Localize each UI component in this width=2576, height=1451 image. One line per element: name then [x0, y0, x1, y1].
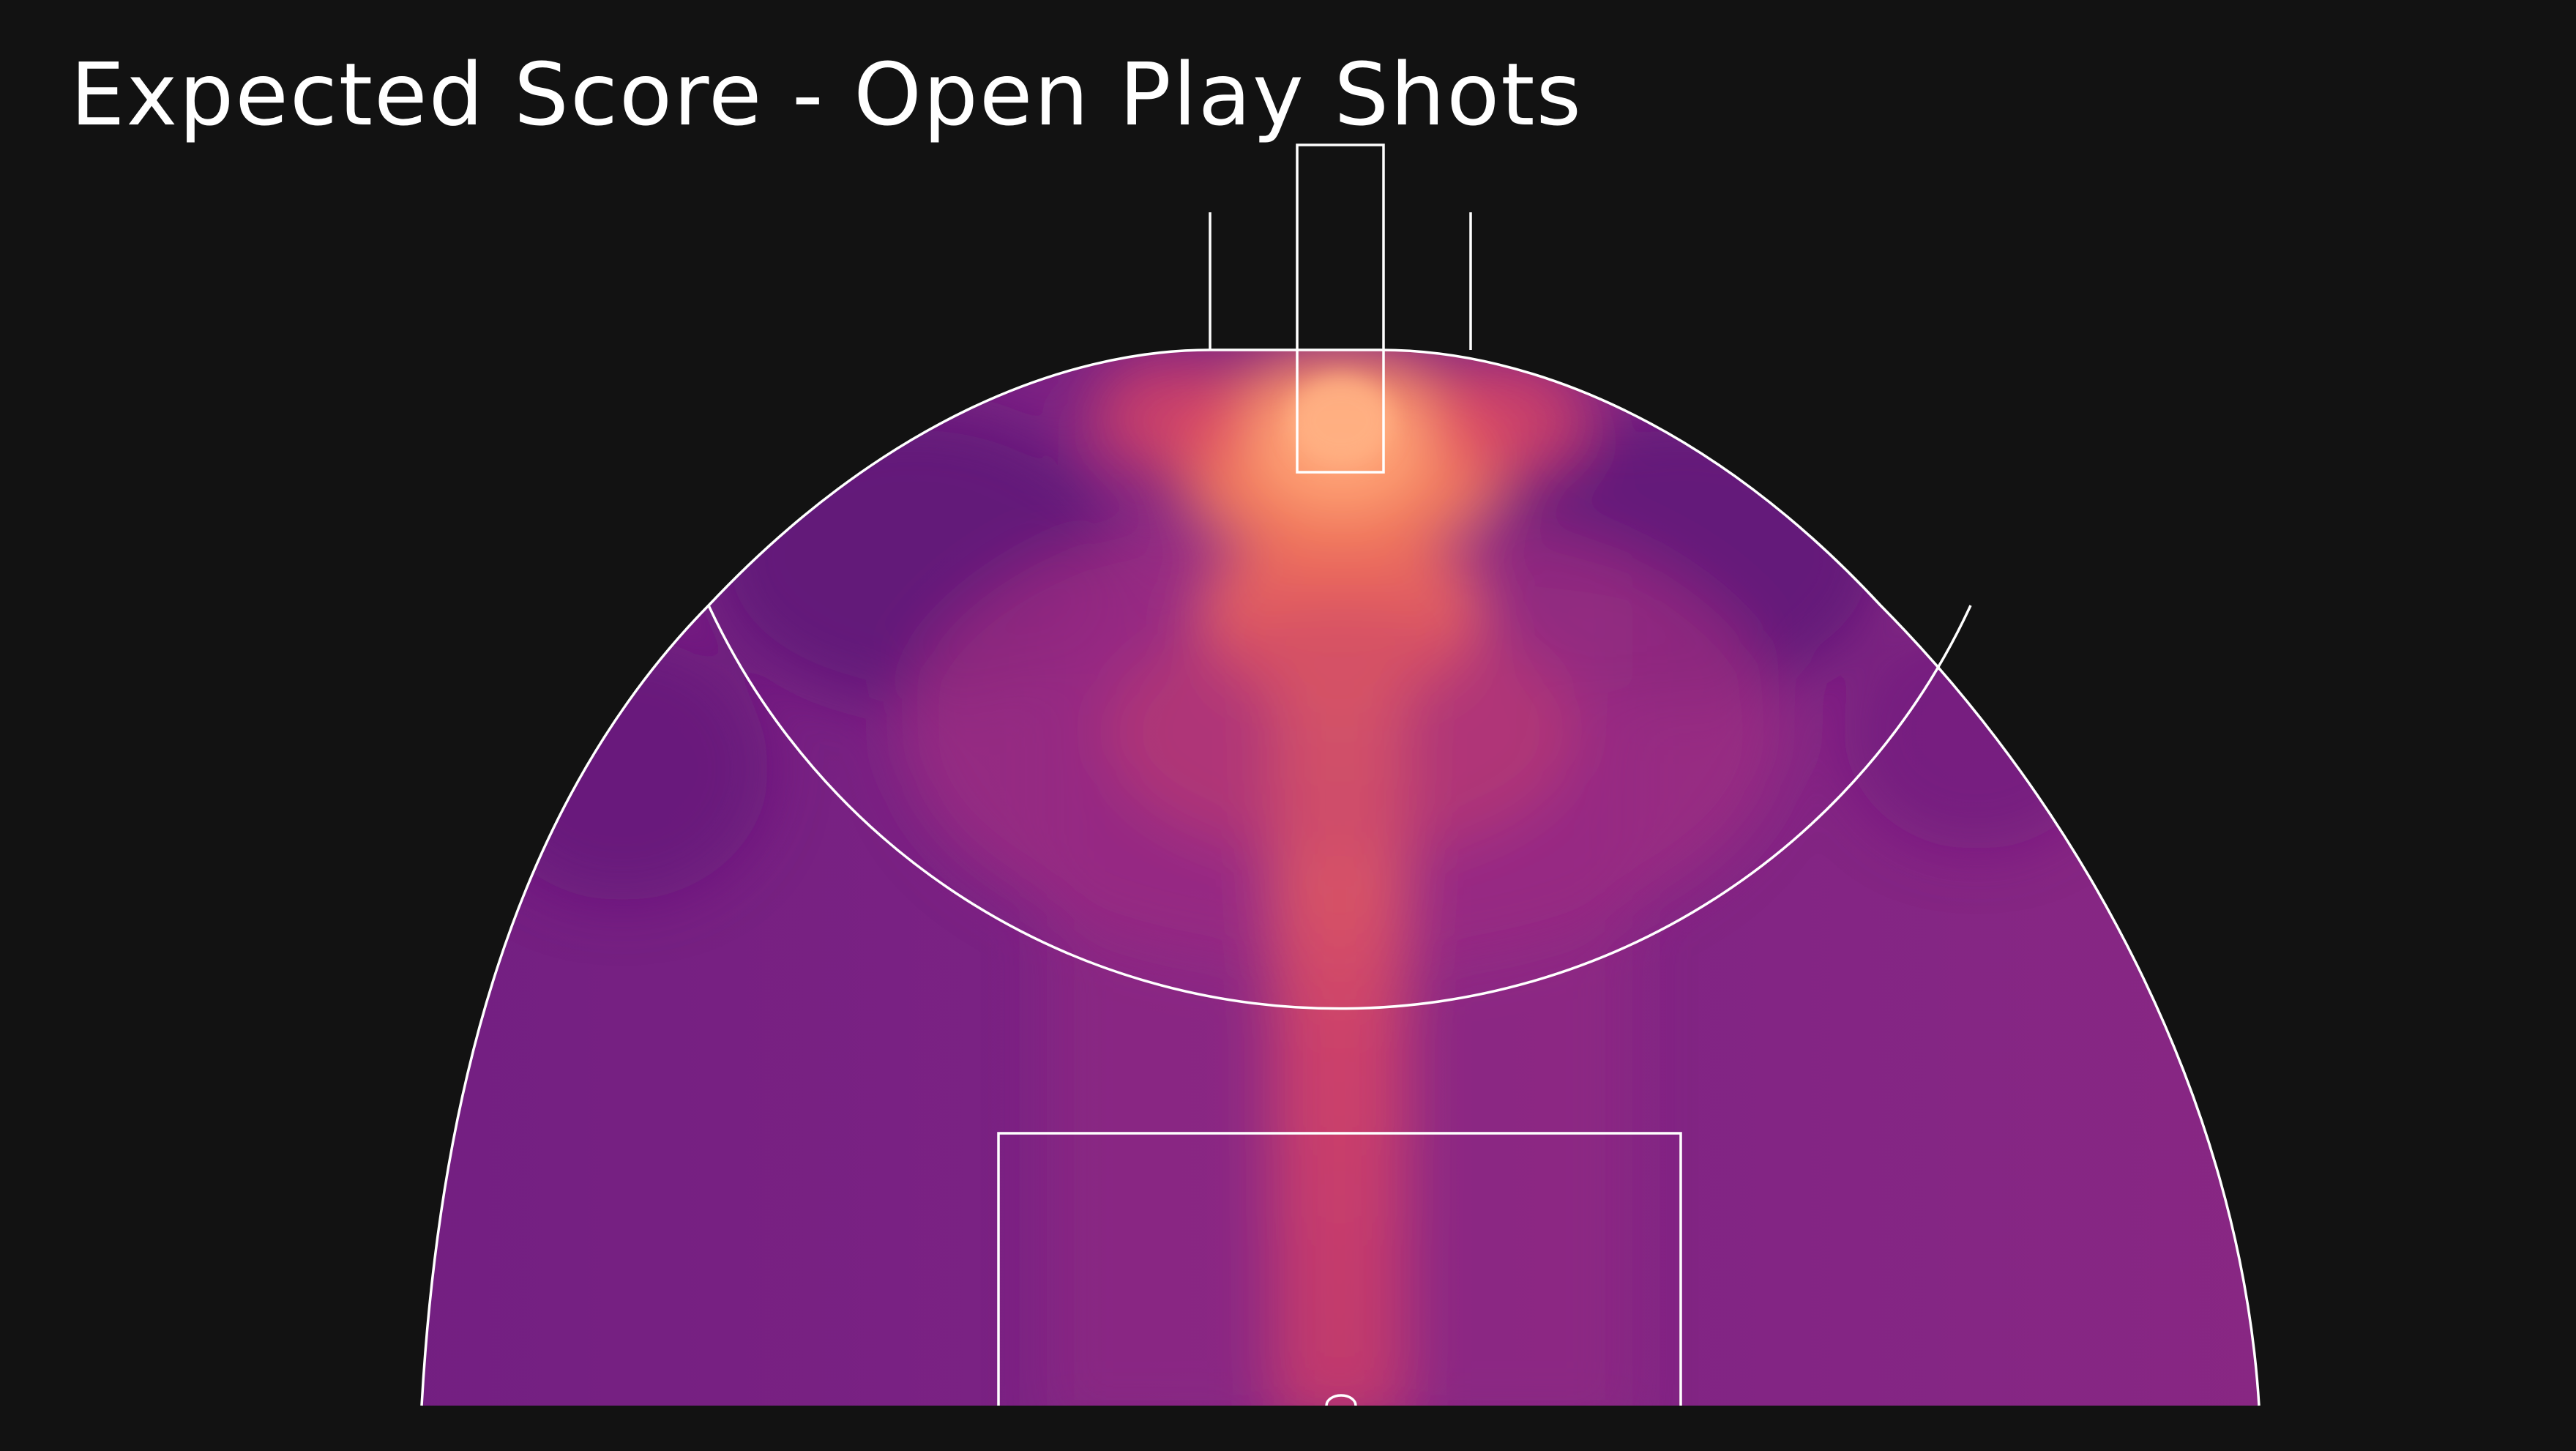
boundary-line [420, 348, 2260, 1406]
centre-circle-edge [1325, 1394, 1357, 1406]
field-markings [420, 143, 2260, 1406]
fifty-metre-arc [707, 605, 1972, 1010]
goal-square [1296, 143, 1385, 474]
chart-title: Expected Score - Open Play Shots [70, 44, 1583, 145]
centre-square [997, 1132, 1682, 1406]
